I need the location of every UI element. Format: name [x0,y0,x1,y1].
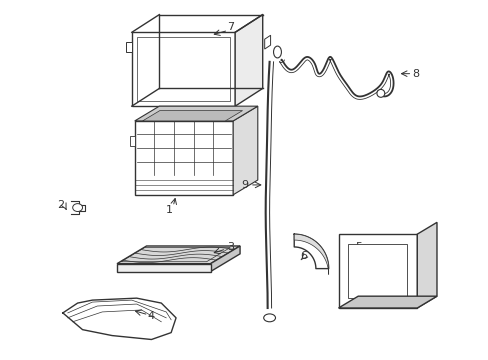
Polygon shape [135,106,257,121]
Ellipse shape [376,89,384,97]
Polygon shape [117,246,240,264]
Text: 1: 1 [165,204,172,215]
Ellipse shape [273,46,281,58]
Polygon shape [294,234,328,269]
Polygon shape [63,298,176,339]
Text: 7: 7 [226,22,233,32]
Polygon shape [294,234,328,275]
Polygon shape [338,296,436,308]
Ellipse shape [263,314,275,322]
Polygon shape [131,32,235,106]
Text: 5: 5 [354,242,361,252]
Polygon shape [347,244,407,298]
Polygon shape [125,42,131,52]
Polygon shape [117,264,210,271]
Polygon shape [264,35,270,49]
Polygon shape [235,15,262,106]
Polygon shape [142,111,242,121]
Ellipse shape [73,204,82,212]
Text: 3: 3 [226,242,233,252]
Polygon shape [338,234,416,308]
Text: 2: 2 [57,199,64,210]
Text: 4: 4 [147,311,155,321]
Text: 9: 9 [241,180,248,190]
Polygon shape [135,121,233,195]
Text: 8: 8 [411,69,418,79]
Polygon shape [416,222,436,308]
Polygon shape [210,246,240,271]
Polygon shape [233,106,257,195]
Polygon shape [129,136,135,145]
Text: 6: 6 [300,251,307,261]
